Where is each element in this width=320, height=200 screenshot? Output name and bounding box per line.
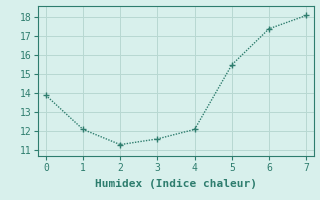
X-axis label: Humidex (Indice chaleur): Humidex (Indice chaleur) [95,179,257,189]
